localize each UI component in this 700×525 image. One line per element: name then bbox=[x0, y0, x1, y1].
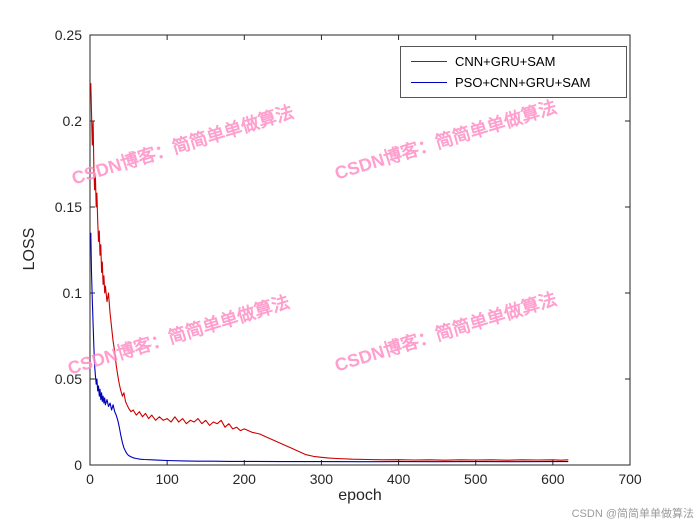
y-tick-label: 0.25 bbox=[55, 27, 82, 43]
x-tick-label: 500 bbox=[464, 471, 488, 487]
y-tick-label: 0.2 bbox=[63, 113, 83, 129]
series-line-pso-cnn-gru-sam bbox=[90, 232, 569, 463]
legend-entry-1: CNN+GRU+SAM bbox=[401, 51, 626, 72]
y-tick-label: 0.1 bbox=[63, 285, 83, 301]
legend-line-sample bbox=[411, 82, 447, 83]
csdn-credit-text: CSDN @简简单单做算法 bbox=[571, 508, 694, 520]
x-tick-label: 400 bbox=[387, 471, 411, 487]
axes-box bbox=[89, 34, 631, 466]
legend-line-sample bbox=[411, 61, 447, 62]
y-axis-label: LOSS bbox=[21, 227, 38, 271]
y-tick-label: 0.05 bbox=[55, 371, 82, 387]
legend-entry-2: PSO+CNN+GRU+SAM bbox=[401, 72, 626, 93]
x-tick-label: 200 bbox=[233, 471, 257, 487]
x-tick-label: 600 bbox=[541, 471, 565, 487]
y-tick-label: 0.15 bbox=[55, 199, 82, 215]
x-tick-label: 700 bbox=[618, 471, 642, 487]
x-tick-label: 0 bbox=[86, 471, 94, 487]
x-tick-label: 300 bbox=[310, 471, 334, 487]
legend-label: PSO+CNN+GRU+SAM bbox=[455, 75, 591, 90]
legend-box: CNN+GRU+SAM PSO+CNN+GRU+SAM bbox=[400, 46, 627, 98]
x-axis-label: epoch bbox=[338, 487, 382, 504]
y-tick-label: 0 bbox=[74, 457, 82, 473]
x-tick-label: 100 bbox=[155, 471, 179, 487]
series-line-cnn-gru-sam bbox=[90, 83, 569, 461]
legend-label: CNN+GRU+SAM bbox=[455, 54, 556, 69]
